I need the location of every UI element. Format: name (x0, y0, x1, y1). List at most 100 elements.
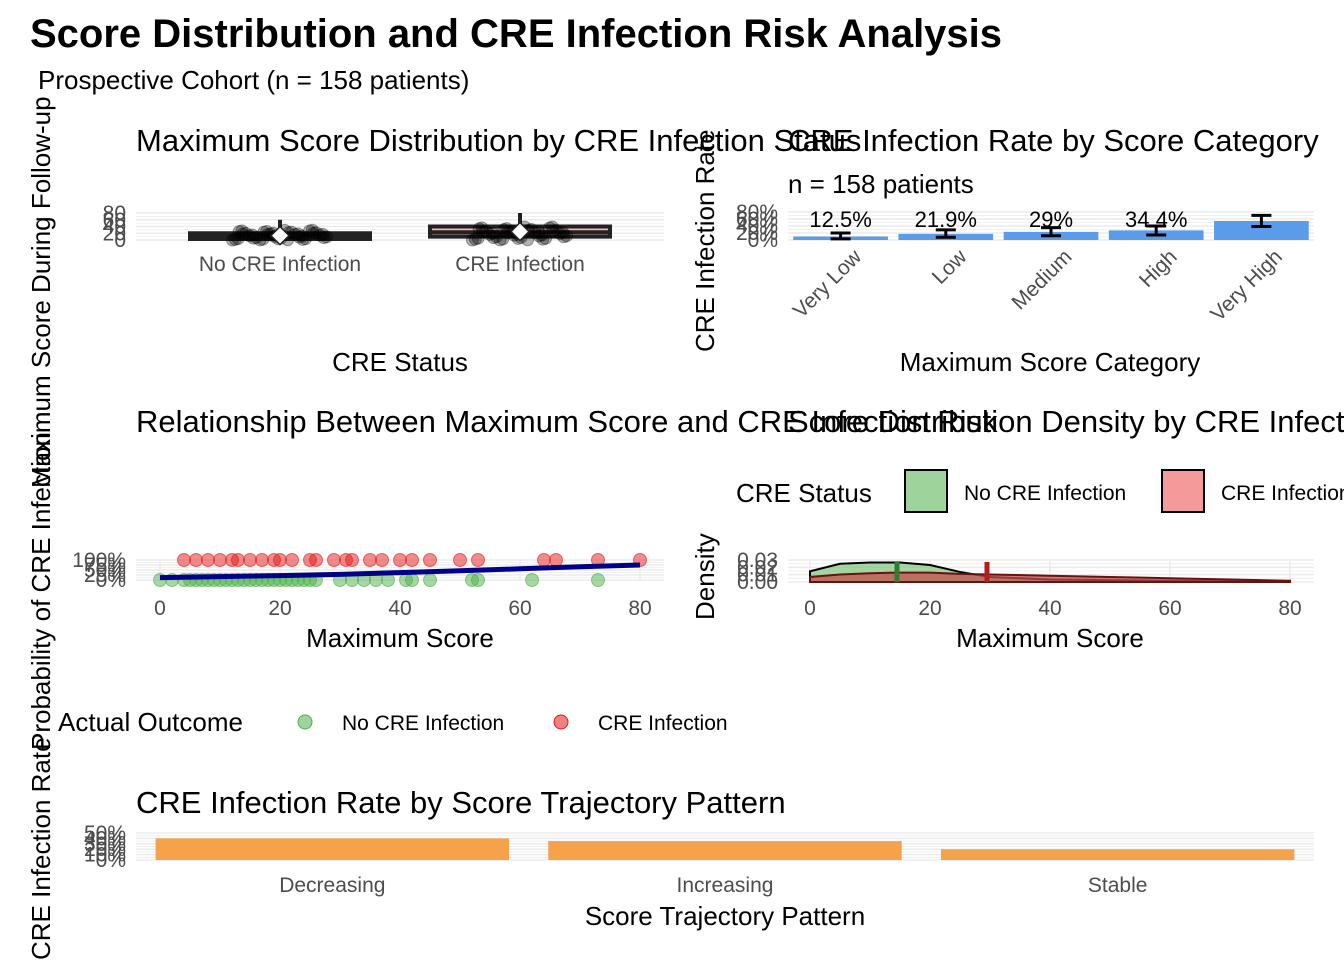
jitter-point (466, 233, 479, 247)
jitter-point (256, 232, 270, 246)
scatter-y-tick: 100% (72, 549, 126, 572)
jitter-point (288, 228, 302, 242)
bar-trajectory (155, 838, 510, 860)
boxplot-x-tick-no-cre: No CRE Infection (199, 253, 361, 276)
jitter-point (560, 229, 574, 243)
scatter-point-no-cre (405, 573, 419, 587)
jitter-point (231, 232, 245, 246)
scatter-point-cre (423, 553, 437, 567)
jitter-point (556, 226, 570, 240)
jitter-point (539, 231, 553, 245)
main-title: Score Distribution and CRE Infection Ris… (30, 12, 1002, 56)
jitter-point (557, 230, 571, 244)
density-legend-key-no-cre (904, 469, 948, 513)
scatter-point-cre (345, 553, 359, 567)
jitter-point (226, 233, 239, 247)
panel-scatter: Relationship Between Maximum Score and C… (26, 404, 998, 750)
category-x-ticks: Very Low Low Medium High Very High (789, 245, 1287, 326)
trajectory-y-tick: 50% (84, 822, 126, 845)
jitter-point (545, 220, 559, 234)
jitter-point (243, 229, 257, 243)
boxplot-x-axis-title: CRE Status (332, 347, 468, 377)
jitter-point (528, 226, 542, 240)
jitter-point (496, 232, 510, 246)
jitter-point (549, 223, 563, 237)
jitter-point (249, 230, 263, 244)
jitter-point (485, 226, 499, 240)
trajectory-y-axis-title: CRE Infection Rate (26, 737, 56, 960)
boxplot-y-tick: 20 (103, 222, 126, 245)
category-subtitle: n = 158 patients (788, 169, 974, 199)
category-y-tick: 40% (736, 215, 778, 238)
density-legend-no-cre: No CRE Infection (964, 482, 1126, 505)
jitter-point (475, 221, 489, 235)
scatter-title: Relationship Between Maximum Score and C… (136, 404, 998, 439)
scatter-x-tick: 0 (154, 597, 166, 620)
scatter-point-cre (453, 553, 467, 567)
scatter-point-cre (255, 553, 269, 567)
trajectory-y-tick: 20% (84, 838, 126, 861)
trajectory-y-tick: 30% (84, 833, 126, 856)
density-y-axis-title: Density (690, 533, 720, 620)
scatter-x-tick: 80 (628, 597, 651, 620)
density-x-tick: 80 (1278, 597, 1301, 620)
scatter-trend-line (159, 562, 641, 581)
scatter-y-tick: 50% (84, 559, 126, 582)
density-y-ticks: 0.000.010.020.03 (737, 549, 778, 594)
density-legend: CRE Status No CRE Infection CRE Infectio… (736, 469, 1344, 513)
jitter-point (536, 232, 550, 246)
jitter-point (291, 227, 305, 241)
scatter-point-cre (537, 553, 551, 567)
scatter-point-cre (549, 553, 563, 567)
jitter-point (320, 230, 334, 244)
jitter-point (553, 227, 567, 241)
trajectory-y-tick: 10% (84, 844, 126, 867)
jitter-point (532, 229, 546, 243)
jitter-point (245, 228, 259, 242)
density-x-tick: 20 (918, 597, 941, 620)
jitter-point (228, 232, 242, 246)
jitter-point (479, 224, 493, 238)
jitter-point (542, 221, 556, 235)
bar-data-label: 12.5% (809, 207, 871, 232)
category-y-tick: 60% (736, 208, 778, 231)
jitter-point (232, 225, 246, 239)
bar-category (1214, 220, 1309, 240)
scatter-point-cre (363, 553, 377, 567)
jitter-point (497, 223, 511, 237)
trajectory-x-axis-title: Score Trajectory Pattern (585, 901, 865, 931)
jitter-point (486, 231, 500, 245)
boxplot-title: Maximum Score Distribution by CRE Infect… (136, 123, 861, 158)
jitter-point (489, 230, 503, 244)
jitter-point (471, 231, 485, 245)
scatter-point-no-cre (591, 573, 605, 587)
density-x-tick: 0 (804, 597, 816, 620)
density-y-tick: 0.01 (737, 564, 778, 587)
density-legend-cre: CRE Infection (1221, 482, 1344, 505)
scatter-point-cre (201, 553, 215, 567)
jitter-point (531, 225, 545, 239)
category-y-axis-title: CRE Infection Rate (690, 129, 720, 352)
boxplot-y-tick: 60 (103, 209, 126, 232)
category-y-tick: 20% (736, 222, 778, 245)
jitter-point (246, 231, 260, 245)
scatter-point-cre (471, 553, 485, 567)
panel-trajectory: CRE Infection Rate by Score Trajectory P… (26, 737, 1314, 960)
jitter-point (468, 232, 482, 246)
bar-data-label: 34.4% (1125, 207, 1187, 232)
density-y-tick: 0.00 (737, 571, 778, 594)
jitter-point (309, 226, 323, 240)
category-x-tick: Very Low (789, 245, 867, 323)
scatter-x-axis-title: Maximum Score (306, 623, 494, 653)
jitter-point (305, 223, 319, 237)
scatter-point-cre (327, 553, 341, 567)
box-mean-marker (509, 221, 531, 242)
jitter-point (253, 233, 267, 247)
category-x-axis-title: Maximum Score Category (900, 347, 1201, 377)
scatter-point-cre (393, 553, 407, 567)
scatter-point-no-cre (423, 573, 437, 587)
scatter-marks (153, 553, 647, 587)
scatter-point-cre (273, 553, 287, 567)
scatter-point-cre (231, 553, 245, 567)
